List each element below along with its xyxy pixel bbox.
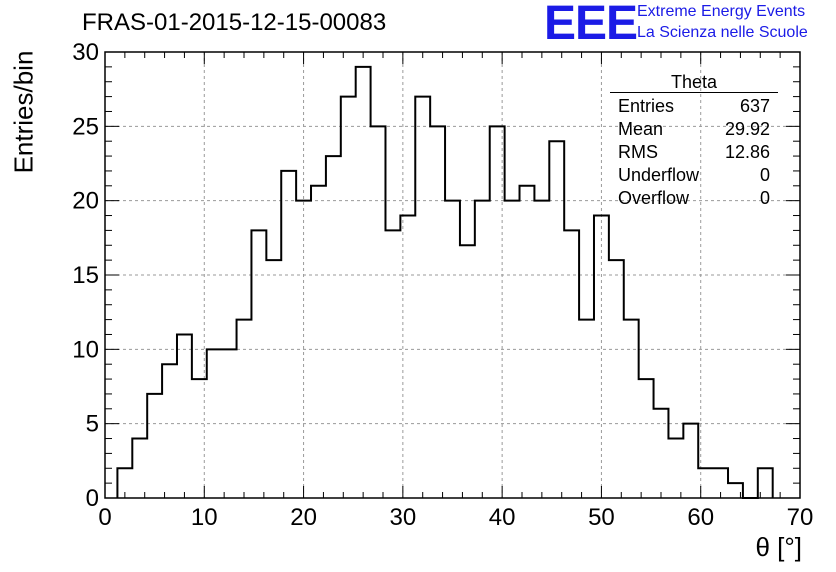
stats-value: 637 (739, 96, 770, 116)
histogram-bar (385, 230, 400, 498)
y-tick-label: 0 (86, 485, 99, 512)
histogram-bar (251, 230, 266, 498)
histogram-bar (609, 260, 624, 498)
stats-label: Mean (618, 119, 664, 139)
histogram-bar (505, 201, 520, 498)
y-tick-label: 20 (72, 188, 99, 215)
x-tick-label: 0 (98, 504, 111, 531)
logo-tagline-2: La Scienza nelle Scuole (637, 24, 808, 41)
x-tick-label: 10 (191, 504, 218, 531)
histogram-bar (549, 141, 564, 498)
histogram-bar (415, 97, 430, 498)
x-tick-label: 40 (489, 504, 516, 531)
y-tick-label: 5 (86, 411, 99, 438)
histogram-bar (624, 320, 639, 498)
histogram-bar (147, 394, 162, 498)
histogram-bar (311, 186, 326, 498)
chart-title: FRAS-01-2015-12-15-00083 (82, 9, 387, 36)
y-axis-label: Entries/bin (8, 50, 39, 174)
histogram-bar (162, 364, 177, 498)
histogram-bar (579, 320, 594, 498)
histogram-bar (639, 379, 654, 498)
eee-logo: EEE (544, 0, 638, 50)
logo-tagline-1: Extreme Energy Events (637, 3, 806, 20)
histogram-bar (683, 424, 698, 498)
histogram-bar (281, 171, 296, 498)
y-tick-label: 25 (72, 113, 99, 140)
y-tick-label: 30 (72, 39, 99, 66)
stats-value: 12.86 (724, 142, 770, 162)
histogram-bar (654, 409, 669, 498)
stats-row-overflow: Overflow 0 (610, 187, 778, 210)
histogram-bar (177, 334, 192, 498)
x-tick-label: 30 (390, 504, 417, 531)
histogram-bar (266, 260, 281, 498)
stats-value: 0 (759, 165, 770, 185)
histogram-bar (326, 156, 341, 498)
histogram-bar (430, 126, 445, 498)
stats-label: Overflow (618, 188, 690, 208)
x-tick-label: 20 (290, 504, 317, 531)
stats-row-mean: Mean 29.92 (610, 118, 778, 141)
x-tick-label: 70 (787, 504, 814, 531)
y-tick-label: 10 (72, 336, 99, 363)
histogram-bar (564, 230, 579, 498)
stats-title: Theta (610, 72, 778, 93)
histogram-bar (668, 439, 683, 498)
stats-row-rms: RMS 12.86 (610, 141, 778, 164)
stats-box: Theta Entries 637 Mean 29.92 RMS 12.86 Unde… (610, 72, 778, 210)
x-tick-label: 50 (588, 504, 615, 531)
stats-value: 0 (759, 188, 770, 208)
histogram-bar (222, 349, 237, 498)
histogram-bar (237, 320, 252, 498)
histogram-bar (520, 186, 535, 498)
stats-label: RMS (618, 142, 658, 162)
stats-label: Underflow (618, 165, 700, 185)
histogram-outline (116, 65, 774, 499)
histogram-bar (371, 126, 386, 498)
y-tick-label: 15 (72, 262, 99, 289)
histogram-bar (132, 439, 147, 498)
stats-label: Entries (618, 96, 675, 116)
stats-row-entries: Entries 637 (610, 95, 778, 118)
histogram-bar (534, 201, 549, 498)
stats-row-underflow: Underflow 0 (610, 164, 778, 187)
x-axis-label: θ [°] (755, 532, 802, 562)
x-tick-label: 60 (687, 504, 714, 531)
histogram-bar (341, 97, 356, 498)
histogram-bar (356, 67, 371, 498)
histogram-bar (460, 245, 475, 498)
stats-value: 29.92 (724, 119, 770, 139)
